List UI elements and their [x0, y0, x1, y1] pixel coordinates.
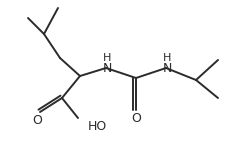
- Text: O: O: [32, 114, 42, 126]
- Text: O: O: [131, 112, 141, 126]
- Text: N: N: [162, 62, 172, 76]
- Text: N: N: [102, 62, 112, 76]
- Text: H: H: [163, 53, 171, 63]
- Text: HO: HO: [88, 119, 107, 133]
- Text: H: H: [103, 53, 111, 63]
